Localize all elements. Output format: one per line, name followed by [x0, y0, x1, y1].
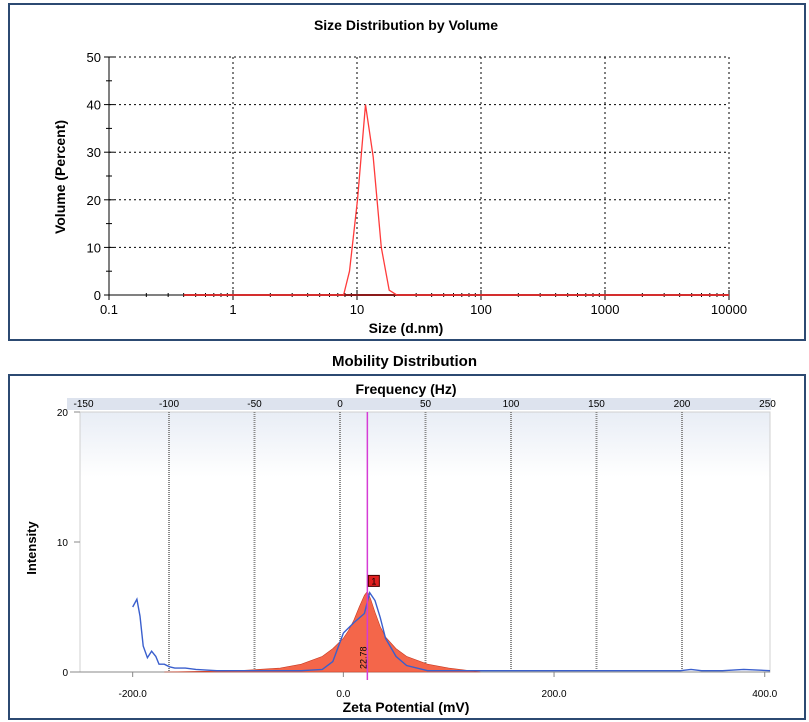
frequency-axis-label: Frequency (Hz) [355, 381, 456, 397]
y-tick-label: 30 [87, 145, 101, 160]
x-tick-label: 100 [470, 302, 492, 317]
y-tick-label: 40 [87, 98, 101, 113]
size-distribution-line [183, 104, 729, 296]
y-axis-label: Volume (Percent) [52, 120, 68, 234]
frequency-tick-label: -150 [73, 399, 93, 410]
x-tick-label: 10000 [711, 302, 747, 317]
frequency-tick-label: -50 [247, 399, 262, 410]
x-axis-label: Size (d.nm) [369, 320, 444, 336]
mobility-distribution-chart: Frequency (Hz) -150 -100 -50 0 50 100 150 200 25… [24, 381, 778, 715]
y-tick-label: 20 [87, 193, 101, 208]
y-tick-label: 50 [87, 50, 101, 65]
frequency-tick-label: 0 [337, 399, 343, 410]
x-tick-label: -200.0 [118, 689, 147, 700]
y-tick-label: 0 [94, 288, 101, 303]
chart-title: Size Distribution by Volume [314, 17, 498, 33]
frequency-tick-label: 250 [759, 399, 776, 410]
frequency-tick-label: 50 [420, 399, 432, 410]
x-tick-label: 10 [350, 302, 364, 317]
peak-value-label: 22.78 [358, 646, 368, 669]
y-axis-label: Intensity [24, 521, 39, 575]
frequency-tick-label: 200 [674, 399, 691, 410]
x-tick-label: 400.0 [752, 689, 777, 700]
mobility-distribution-title: Mobility Distribution [332, 353, 477, 370]
x-tick-label: 0.1 [100, 302, 118, 317]
x-tick-label: 1000 [591, 302, 620, 317]
size-distribution-chart: Size Distribution by Volume 0 10 20 30 40 50 0… [52, 17, 747, 336]
y-tick-label: 10 [87, 240, 101, 255]
x-axis-label: Zeta Potential (mV) [343, 699, 470, 715]
peak-marker-box [367, 574, 380, 587]
frequency-tick-label: -100 [159, 399, 179, 410]
peak-marker-label: 1 [371, 576, 376, 586]
frequency-tick-label: 100 [503, 399, 520, 410]
x-tick-label: 0.0 [336, 689, 350, 700]
size-distribution-panel: Size Distribution by Volume 0 10 20 30 40 50 0… [8, 3, 806, 341]
mobility-distribution-panel: Frequency (Hz) -150 -100 -50 0 50 100 150 200 25… [8, 374, 806, 720]
mobility-fit-line [132, 591, 771, 672]
x-tick-label: 200.0 [542, 689, 567, 700]
y-tick-label: 20 [57, 408, 69, 419]
frequency-tick-label: 150 [588, 399, 605, 410]
frequency-axis-bar [67, 398, 771, 410]
y-tick-label: 0 [62, 668, 68, 679]
y-tick-label: 10 [57, 538, 69, 549]
x-tick-label: 1 [229, 302, 236, 317]
